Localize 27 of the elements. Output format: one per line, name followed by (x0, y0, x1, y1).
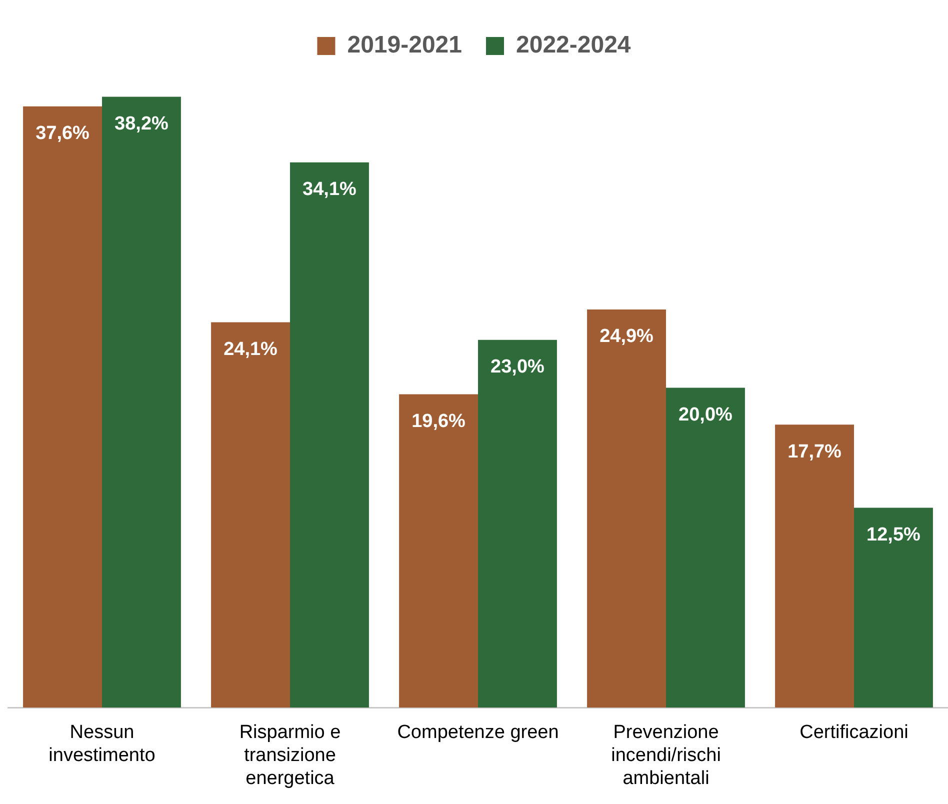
x-tick-label: Certificazioni (800, 722, 908, 744)
x-tick-label: Competenze green (397, 722, 559, 744)
bar (775, 424, 854, 708)
bar (478, 340, 557, 708)
legend-label: 2019-2021 (347, 32, 462, 59)
data-label: 34,1% (302, 179, 357, 200)
bar (399, 394, 478, 708)
bar (290, 162, 369, 708)
bar (102, 96, 181, 708)
data-label: 17,7% (788, 441, 842, 462)
data-label: 38,2% (114, 114, 169, 135)
x-tick-label: Prevenzione incendi/rischi ambientali (611, 722, 721, 789)
bar (587, 309, 666, 708)
data-label: 20,0% (678, 404, 733, 426)
data-label: 23,0% (490, 356, 545, 378)
bar (666, 388, 745, 708)
data-label: 19,6% (412, 410, 466, 432)
bar (23, 106, 102, 708)
x-tick-label: Risparmio e transizione energetica (239, 722, 341, 789)
data-label: 24,1% (224, 338, 278, 360)
legend-label: 2022-2024 (516, 32, 632, 59)
data-label: 12,5% (866, 524, 921, 546)
x-tick-label: Nessun investimento (48, 722, 156, 766)
data-label: 37,6% (36, 123, 90, 144)
bar (854, 508, 933, 708)
data-label: 24,9% (600, 326, 654, 348)
bar (211, 322, 290, 708)
